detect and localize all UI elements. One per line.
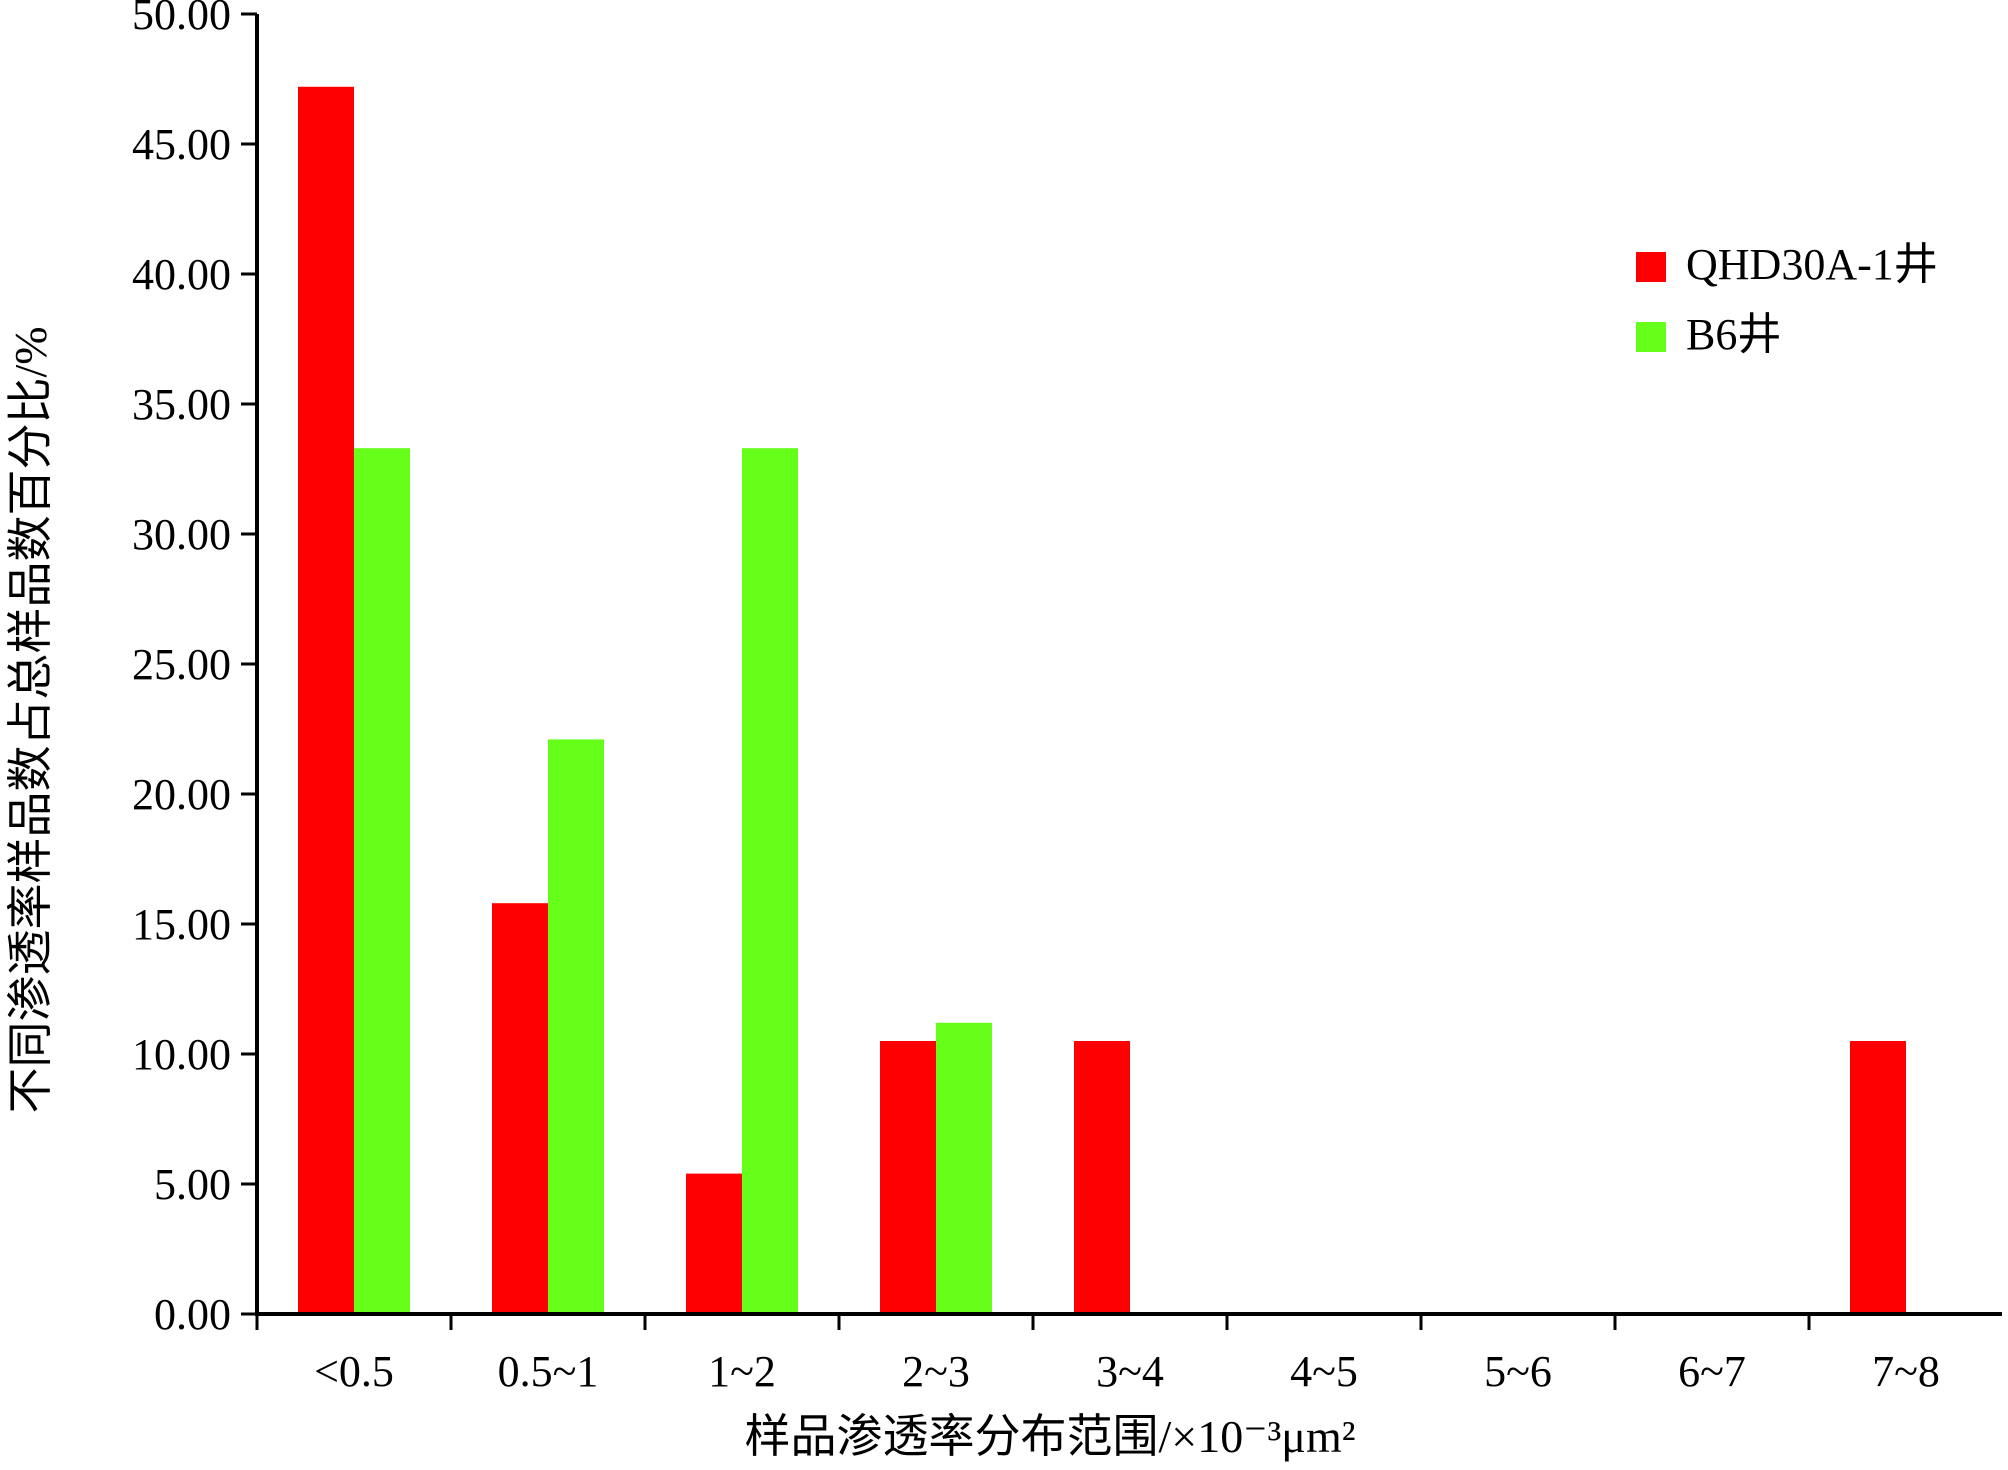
y-tick-label: 50.00 (132, 0, 231, 39)
legend-swatch (1636, 322, 1666, 352)
legend-swatch (1636, 252, 1666, 282)
x-tick-label: <0.5 (314, 1347, 394, 1396)
bar (686, 1173, 742, 1314)
x-tick-label: 7~8 (1872, 1347, 1940, 1396)
bar (298, 86, 354, 1314)
bar (742, 448, 798, 1314)
x-tick-label: 0.5~1 (498, 1347, 599, 1396)
x-tick-label: 4~5 (1290, 1347, 1358, 1396)
legend-label: QHD30A-1井 (1686, 240, 1938, 289)
bar (1074, 1041, 1130, 1314)
y-tick-label: 10.00 (132, 1030, 231, 1079)
y-axis-title: 不同渗透率样品数占总样品数百分比/% (5, 326, 56, 1113)
bar (354, 448, 410, 1314)
y-tick-label: 15.00 (132, 900, 231, 949)
axes-layer: 0.00 5.00 10.00 15.00 20.00 25.00 30.00 35.00 40… (132, 0, 2002, 1396)
bar (1850, 1041, 1906, 1314)
y-tick-label: 40.00 (132, 250, 231, 299)
y-tick-label: 20.00 (132, 770, 231, 819)
y-tick-label: 30.00 (132, 510, 231, 559)
bar (936, 1022, 992, 1314)
x-tick-label: 1~2 (708, 1347, 776, 1396)
y-tick-label: 5.00 (154, 1160, 231, 1209)
legend: QHD30A-1井 B6井 (1636, 240, 1938, 359)
y-tick-label: 0.00 (154, 1290, 231, 1339)
x-axis-title: 样品渗透率分布范围/×10⁻³μm² (744, 1411, 1355, 1462)
x-tick-label: 2~3 (902, 1347, 970, 1396)
bars-layer (298, 86, 1906, 1314)
bar (548, 739, 604, 1314)
x-tick-label: 5~6 (1484, 1347, 1552, 1396)
bar (880, 1041, 936, 1314)
y-tick-label: 35.00 (132, 380, 231, 429)
bar (492, 903, 548, 1314)
y-tick-label: 25.00 (132, 640, 231, 689)
x-tick-label: 3~4 (1096, 1347, 1164, 1396)
legend-label: B6井 (1686, 310, 1781, 359)
y-tick-label: 45.00 (132, 120, 231, 169)
x-tick-label: 6~7 (1678, 1347, 1746, 1396)
